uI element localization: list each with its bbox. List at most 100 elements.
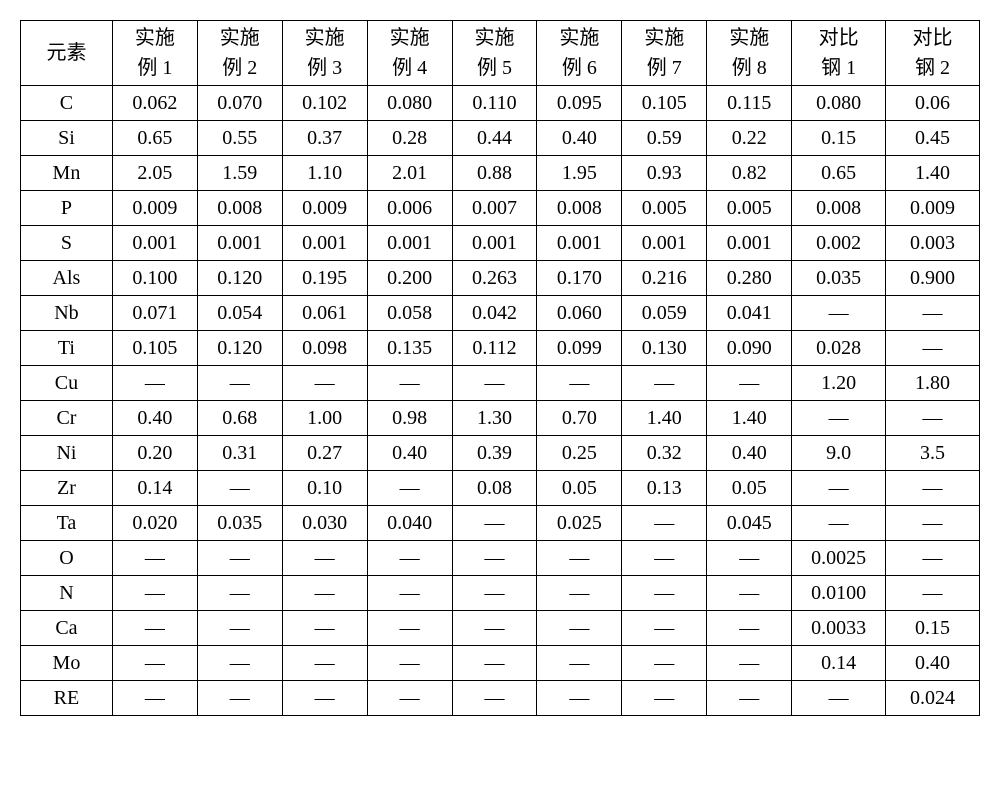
table-row: Si0.650.550.370.280.440.400.590.220.150.… — [21, 121, 980, 156]
table-row: Als0.1000.1200.1950.2000.2630.1700.2160.… — [21, 261, 980, 296]
value-cell: 0.098 — [282, 331, 367, 366]
table-row: Ta0.0200.0350.0300.040—0.025—0.045—— — [21, 506, 980, 541]
value-cell: 9.0 — [792, 436, 886, 471]
value-cell: 0.060 — [537, 296, 622, 331]
value-cell: — — [886, 331, 980, 366]
value-cell: — — [367, 611, 452, 646]
table-row: O————————0.0025— — [21, 541, 980, 576]
value-cell: 0.030 — [282, 506, 367, 541]
table-row: Ni0.200.310.270.400.390.250.320.409.03.5 — [21, 436, 980, 471]
col-header-ex2: 实施例 2 — [197, 21, 282, 86]
value-cell: 0.40 — [707, 436, 792, 471]
table-header: 元素实施例 1实施例 2实施例 3实施例 4实施例 5实施例 6实施例 7实施例… — [21, 21, 980, 86]
value-cell: — — [886, 296, 980, 331]
value-cell: 0.061 — [282, 296, 367, 331]
value-cell: — — [367, 681, 452, 716]
col-header-line: 例 1 — [113, 53, 197, 83]
value-cell: 0.099 — [537, 331, 622, 366]
value-cell: 1.30 — [452, 401, 537, 436]
value-cell: — — [452, 541, 537, 576]
value-cell: 0.025 — [537, 506, 622, 541]
col-header-line: 实施 — [707, 23, 791, 53]
col-header-ex7: 实施例 7 — [622, 21, 707, 86]
value-cell: — — [452, 576, 537, 611]
value-cell: — — [886, 401, 980, 436]
value-cell: — — [792, 681, 886, 716]
value-cell: 0.005 — [622, 191, 707, 226]
value-cell: — — [282, 366, 367, 401]
value-cell: 0.40 — [537, 121, 622, 156]
col-header-line: 实施 — [283, 23, 367, 53]
value-cell: 0.120 — [197, 331, 282, 366]
value-cell: 0.88 — [452, 156, 537, 191]
element-cell: C — [21, 86, 113, 121]
value-cell: — — [367, 576, 452, 611]
col-header-line: 钢 2 — [886, 53, 979, 83]
col-header-line: 例 8 — [707, 53, 791, 83]
value-cell: — — [537, 366, 622, 401]
value-cell: 0.008 — [537, 191, 622, 226]
element-cell: Nb — [21, 296, 113, 331]
value-cell: — — [197, 471, 282, 506]
value-cell: 0.005 — [707, 191, 792, 226]
value-cell: — — [197, 366, 282, 401]
value-cell: 0.15 — [792, 121, 886, 156]
value-cell: 0.170 — [537, 261, 622, 296]
value-cell: 0.040 — [367, 506, 452, 541]
value-cell: 0.0025 — [792, 541, 886, 576]
value-cell: 0.130 — [622, 331, 707, 366]
col-header-line: 钢 1 — [792, 53, 885, 83]
value-cell: 0.900 — [886, 261, 980, 296]
value-cell: — — [282, 576, 367, 611]
value-cell: — — [282, 611, 367, 646]
col-header-line: 对比 — [792, 23, 885, 53]
col-header-ex3: 实施例 3 — [282, 21, 367, 86]
value-cell: — — [197, 541, 282, 576]
value-cell: 0.112 — [452, 331, 537, 366]
table-row: Cu————————1.201.80 — [21, 366, 980, 401]
value-cell: 0.009 — [886, 191, 980, 226]
table-row: Zr0.14—0.10—0.080.050.130.05—— — [21, 471, 980, 506]
value-cell: 2.05 — [112, 156, 197, 191]
value-cell: — — [622, 576, 707, 611]
value-cell: — — [707, 576, 792, 611]
value-cell: — — [886, 576, 980, 611]
value-cell: — — [282, 646, 367, 681]
value-cell: 0.003 — [886, 226, 980, 261]
value-cell: 0.080 — [367, 86, 452, 121]
value-cell: — — [622, 506, 707, 541]
element-cell: O — [21, 541, 113, 576]
col-header-line: 实施 — [113, 23, 197, 53]
value-cell: 0.041 — [707, 296, 792, 331]
value-cell: 0.68 — [197, 401, 282, 436]
value-cell: 0.27 — [282, 436, 367, 471]
value-cell: 0.042 — [452, 296, 537, 331]
value-cell: 0.102 — [282, 86, 367, 121]
col-header-line: 例 7 — [622, 53, 706, 83]
composition-table: 元素实施例 1实施例 2实施例 3实施例 4实施例 5实施例 6实施例 7实施例… — [20, 20, 980, 716]
value-cell: 0.001 — [197, 226, 282, 261]
value-cell: 0.39 — [452, 436, 537, 471]
element-cell: Ti — [21, 331, 113, 366]
value-cell: — — [792, 506, 886, 541]
value-cell: 0.195 — [282, 261, 367, 296]
value-cell: — — [452, 646, 537, 681]
value-cell: — — [537, 681, 622, 716]
value-cell: 0.001 — [367, 226, 452, 261]
col-header-line: 例 6 — [537, 53, 621, 83]
table-row: P0.0090.0080.0090.0060.0070.0080.0050.00… — [21, 191, 980, 226]
value-cell: 1.00 — [282, 401, 367, 436]
value-cell: 0.054 — [197, 296, 282, 331]
value-cell: — — [886, 506, 980, 541]
value-cell: 0.14 — [112, 471, 197, 506]
col-header-elem: 元素 — [21, 21, 113, 86]
value-cell: 0.001 — [537, 226, 622, 261]
value-cell: 0.32 — [622, 436, 707, 471]
value-cell: — — [622, 611, 707, 646]
value-cell: 1.40 — [707, 401, 792, 436]
value-cell: 0.001 — [112, 226, 197, 261]
value-cell: — — [707, 681, 792, 716]
value-cell: 0.058 — [367, 296, 452, 331]
value-cell: — — [282, 681, 367, 716]
value-cell: 0.22 — [707, 121, 792, 156]
